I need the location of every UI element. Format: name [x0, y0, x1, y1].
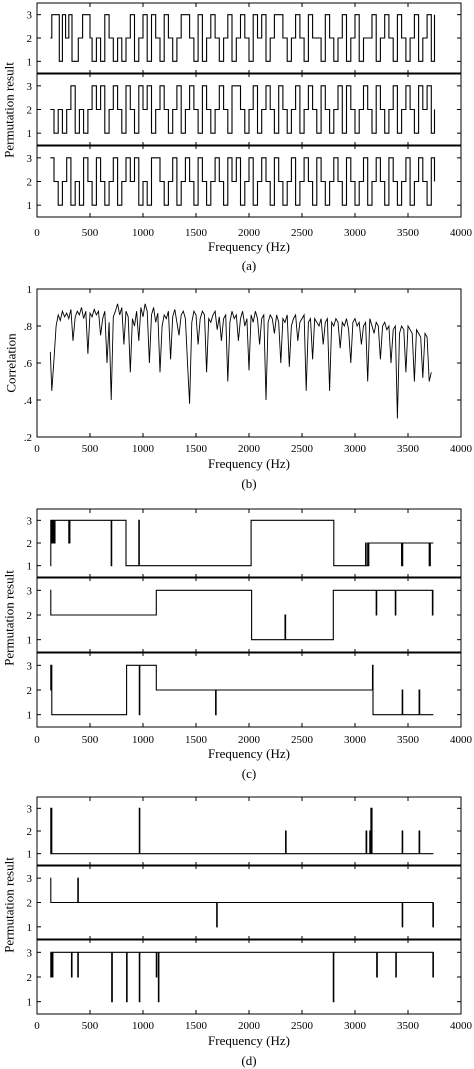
- panel-b-series-line: [49, 303, 432, 419]
- panel-b-x-label-6: 3000: [344, 443, 367, 455]
- panel-c-x-label-1: 500: [82, 734, 99, 746]
- panel-a-x-label-8: 4000: [450, 227, 473, 239]
- panel-d-x-label-2: 1000: [132, 1020, 155, 1032]
- panel-a-subplot-3-y-label-1: 2: [27, 177, 33, 189]
- panel-c-x-label-0: 0: [34, 734, 40, 746]
- panel-c-x-label-2: 1000: [132, 734, 155, 746]
- panel-a-subplot-2-y-label-1: 2: [27, 105, 33, 117]
- panel-c-subplot-1-y-label-0: 1: [27, 561, 33, 573]
- panel-b-y-label-1: .4: [24, 395, 33, 407]
- panel-d-x-label-8: 4000: [450, 1020, 473, 1032]
- panel-a-x-label-5: 2500: [291, 227, 314, 239]
- panel-a-x-label-2: 1000: [132, 227, 155, 239]
- panel-d-x-label-3: 1500: [185, 1020, 208, 1032]
- panel-c-subplot-3-y-label-2: 3: [27, 660, 33, 672]
- panel-b-y-label-2: .6: [24, 358, 33, 370]
- panel-d-y-axis-label: Permutation result: [2, 857, 17, 953]
- panel-a-subplot-2-y-label-0: 1: [27, 128, 33, 140]
- panel-c-x-label-5: 2500: [291, 734, 314, 746]
- panel-a-x-label-6: 3000: [344, 227, 367, 239]
- panel-a-x-axis-label: Frequency (Hz): [208, 239, 290, 254]
- panel-d-subplot-3-series-line: [50, 951, 434, 1003]
- panel-d-subplot-2-y-label-0: 1: [27, 922, 33, 934]
- panel-c-caption: (c): [242, 766, 256, 781]
- panel-c-subplot-2-y-label-2: 3: [27, 585, 33, 597]
- panel-a-subplot-2-y-label-2: 3: [27, 81, 33, 93]
- panel-c-subplot-2-y-label-0: 1: [27, 635, 33, 647]
- panel-d-x-label-1: 500: [82, 1020, 99, 1032]
- panel-c-subplot-1-series-line: [50, 519, 434, 567]
- panel-b-x-label-2: 1000: [132, 443, 155, 455]
- panel-b-y-axis-label: Correlation: [4, 333, 19, 393]
- panel-c-subplot-2-series-line: [50, 589, 434, 641]
- panel-b-x-label-7: 3500: [397, 443, 420, 455]
- panel-d-subplot-3-y-label-2: 3: [27, 947, 33, 959]
- panel-a-subplot-3-y-label-2: 3: [27, 153, 33, 165]
- panel-c-subplot-3-series-line: [50, 664, 434, 716]
- panel-a-subplot-1-y-label-1: 2: [27, 33, 33, 45]
- panel-a-subplot-2-series-line: [50, 85, 436, 134]
- panel-b-x-label-3: 1500: [185, 443, 208, 455]
- panel-a-x-label-3: 1500: [185, 227, 208, 239]
- panel-a-x-label-1: 500: [82, 227, 99, 239]
- panel-d-subplot-2-series-line: [50, 877, 434, 928]
- panel-d-subplot-3-y-label-1: 2: [27, 972, 33, 984]
- panel-d-subplot-1-y-label-1: 2: [27, 826, 33, 838]
- panel-b-x-label-8: 4000: [450, 443, 473, 455]
- panel-b-x-label-5: 2500: [291, 443, 314, 455]
- panel-a-subplot-3-series-line: [50, 157, 436, 206]
- panel-b-caption: (b): [241, 476, 256, 491]
- panel-c-x-label-8: 4000: [450, 734, 473, 746]
- panel-a-subplot-1-y-label-0: 1: [27, 56, 33, 68]
- panel-d-subplot-1-y-label-2: 3: [27, 803, 33, 815]
- panel-a-subplot-1-series-line: [50, 14, 436, 62]
- panel-c-subplot-3-y-label-0: 1: [27, 710, 33, 722]
- panel-c-x-axis-label: Frequency (Hz): [208, 746, 290, 761]
- panel-a-subplot-3-y-label-0: 1: [27, 200, 33, 212]
- panel-b-y-label-0: .2: [24, 432, 32, 444]
- panel-b-y-label-4: 1: [27, 284, 33, 296]
- panel-d-x-label-0: 0: [34, 1020, 40, 1032]
- panel-c-subplot-3-y-label-1: 2: [27, 685, 33, 697]
- panel-b-x-label-4: 2000: [238, 443, 261, 455]
- panel-d-subplot-2-y-label-1: 2: [27, 898, 33, 910]
- panel-c-subplot-2-y-label-1: 2: [27, 610, 33, 622]
- panel-b-x-label-0: 0: [34, 443, 40, 455]
- panel-d-subplot-3-y-label-0: 1: [27, 997, 33, 1009]
- panel-b-y-label-3: .8: [24, 321, 33, 333]
- panel-d-caption: (d): [241, 1053, 256, 1068]
- panel-c-x-label-6: 3000: [344, 734, 367, 746]
- panel-d-x-label-4: 2000: [238, 1020, 261, 1032]
- panel-d-subplot-2-y-label-2: 3: [27, 873, 33, 885]
- panel-d-subplot-1-series-line: [50, 807, 434, 855]
- panel-a-subplot-1-y-label-2: 3: [27, 10, 33, 22]
- panel-d-subplot-1-y-label-0: 1: [27, 849, 33, 861]
- panel-c-subplot-1-y-label-2: 3: [27, 515, 33, 527]
- panel-d-subplot-1-frame: [36, 796, 462, 866]
- panel-a-x-label-4: 2000: [238, 227, 261, 239]
- panel-c-x-label-3: 1500: [185, 734, 208, 746]
- panel-d-x-label-6: 3000: [344, 1020, 367, 1032]
- panel-c-x-label-7: 3500: [397, 734, 420, 746]
- panel-c-x-label-4: 2000: [238, 734, 261, 746]
- panel-d-x-label-5: 2500: [291, 1020, 314, 1032]
- panel-b-x-axis-label: Frequency (Hz): [208, 456, 290, 471]
- panel-d-subplot-3-frame: [36, 939, 462, 1015]
- panel-a-x-label-7: 3500: [397, 227, 420, 239]
- panel-a-y-axis-label: Permutation result: [2, 62, 17, 158]
- panel-d-x-axis-label: Frequency (Hz): [208, 1033, 290, 1048]
- panel-b-x-label-1: 500: [82, 443, 99, 455]
- panel-a-caption: (a): [242, 258, 256, 273]
- panel-d-x-label-7: 3500: [397, 1020, 420, 1032]
- panel-c-y-axis-label: Permutation result: [2, 570, 17, 666]
- panel-a-x-label-0: 0: [34, 227, 40, 239]
- panel-c-subplot-1-y-label-1: 2: [27, 538, 33, 550]
